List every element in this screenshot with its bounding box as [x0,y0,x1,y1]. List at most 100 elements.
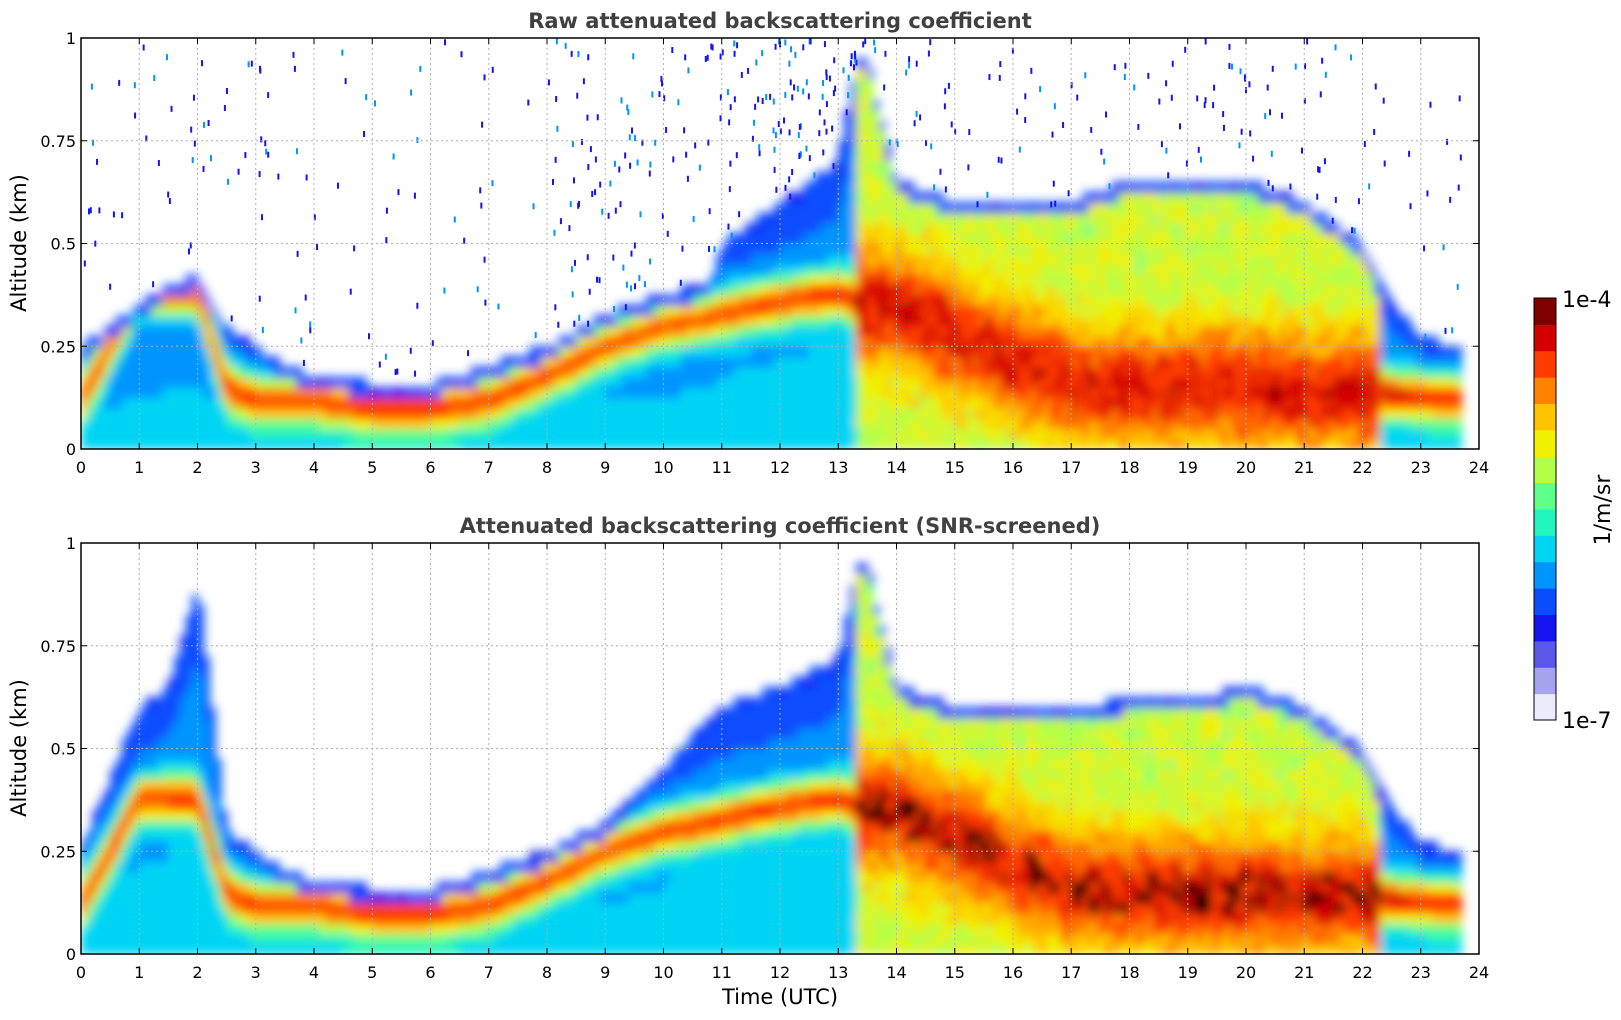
heat-cell [185,346,193,358]
noise-speck [316,244,319,251]
heat-cell [919,305,927,317]
heat-cell [1234,264,1241,275]
noise-speck [453,216,456,223]
heat-cell [547,387,554,399]
heat-cell [849,418,857,430]
noise-speck [772,98,775,105]
heat-cell [1246,253,1253,265]
heat-cell [680,294,688,306]
heat-cell [913,202,921,214]
heat-cell [913,315,921,327]
heat-cell [948,438,956,449]
heat-cell [937,325,944,337]
heat-cell [424,397,432,409]
heat-cell [791,202,799,214]
heat-cell [704,284,711,296]
heat-cell [552,397,560,409]
heat-cell [214,356,222,368]
heat-cell [319,418,327,430]
heat-cell [1216,377,1224,388]
noise-speck [1318,166,1321,173]
heat-cell [1141,387,1148,399]
heat-cell [1368,274,1375,286]
heat-cell [1129,212,1136,224]
heat-cell [1298,397,1305,409]
heat-cell [1053,243,1061,255]
heat-cell [844,192,851,204]
noise-speck [913,120,916,127]
heat-cell [1047,366,1055,378]
heat-cell [1403,387,1410,399]
heat-cell [98,799,105,811]
heat-cell [785,325,793,337]
heat-cell [1018,264,1026,275]
heat-cell [873,346,880,358]
heat-cell [150,325,158,337]
heat-cell [1333,284,1340,296]
heat-cell [937,366,944,378]
heat-cell [1240,397,1247,409]
heat-cell [814,387,822,399]
x-tick-label: 2 [192,458,202,477]
heat-cell [931,274,938,286]
heat-cell [1310,253,1317,265]
heat-cell [1001,264,1008,275]
heat-cell [115,799,123,811]
heat-cell [407,387,414,399]
heat-cell [407,418,414,430]
heat-cell [785,356,793,368]
heat-cell [634,315,641,327]
heat-cell [547,407,554,419]
heat-cell [727,356,734,368]
heat-cell [849,438,857,449]
heat-cell [1246,294,1253,306]
noise-speck [1331,217,1334,224]
heat-cell [290,418,298,430]
heat-cell [1007,325,1014,337]
noise-speck [774,43,777,50]
heat-cell [1199,212,1206,224]
heat-cell [110,325,117,337]
heat-cell [81,397,88,409]
noise-speck [265,148,268,155]
heat-cell [203,356,210,368]
heat-cell [715,356,723,368]
heat-cell [465,387,472,399]
heat-cell [1094,438,1101,449]
noise-speck [1213,84,1216,91]
heat-cell [1409,438,1416,449]
heat-cell [867,212,874,224]
noise-speck [1011,47,1014,54]
noise-speck [915,110,918,117]
heat-cell [785,366,793,378]
heat-cell [1222,274,1230,286]
heat-cell [774,264,781,275]
heat-cell [809,192,816,204]
heat-cell [512,407,519,419]
heat-cell [785,212,793,224]
heat-cell [1327,253,1334,265]
heat-cell [1263,428,1270,440]
heat-cell [1455,387,1463,399]
heat-cell [1100,192,1107,204]
heat-cell [756,428,764,440]
heat-cell [1216,181,1224,193]
heat-cell [861,109,868,121]
heat-cell [855,264,863,275]
heat-cell [1286,222,1294,234]
heat-cell [314,397,321,409]
heat-cell [1240,181,1247,193]
heat-cell [838,397,845,409]
heat-cell [983,264,991,275]
heat-cell [1403,315,1410,327]
heat-cell [1205,192,1212,204]
heat-cell [960,356,967,368]
heat-cell [925,202,933,214]
heat-cell [1298,202,1305,214]
heat-cell [1082,325,1090,337]
heat-cell [453,407,461,419]
heat-cell [1106,305,1113,317]
heat-cell [1251,253,1259,265]
noise-speck [789,79,792,86]
heat-cell [1379,377,1387,388]
